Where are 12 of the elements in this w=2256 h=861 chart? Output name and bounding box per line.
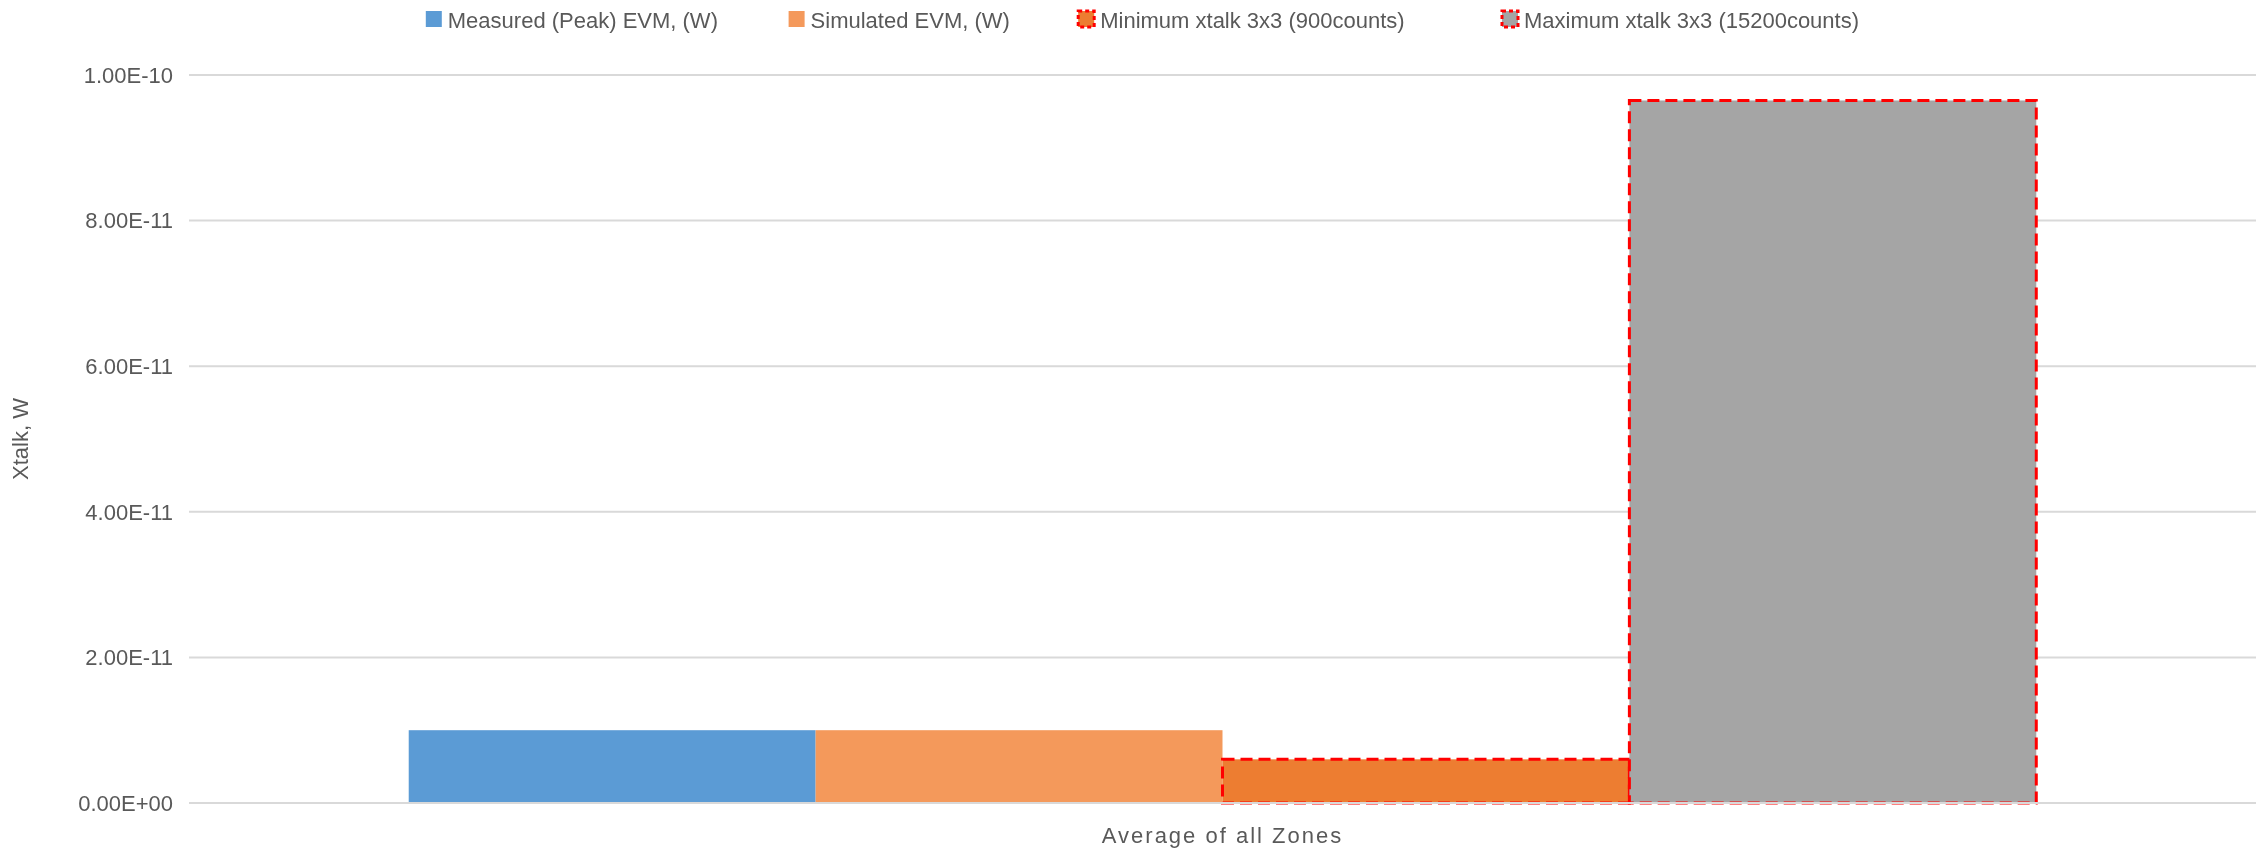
x-tick-label: Average of all Zones: [1101, 823, 1344, 848]
legend-label: Simulated EVM, (W): [810, 7, 1010, 33]
y-tick-label: 8.00E-11: [85, 208, 173, 234]
y-tick-label: 1.00E-10: [83, 62, 173, 88]
legend-label: Measured (Peak) EVM, (W): [447, 7, 718, 33]
y-tick-label: 0.00E+00: [78, 790, 173, 816]
legend-label: Maximum xtalk 3x3 (15200counts): [1524, 7, 1860, 33]
y-tick-label: 2.00E-11: [85, 645, 173, 671]
y-axis-title: Xtalk, W: [8, 397, 33, 480]
y-tick-label: 6.00E-11: [85, 353, 173, 379]
y-tick-label: 4.00E-11: [85, 499, 173, 525]
legend-label: Minimum xtalk 3x3 (900counts): [1100, 7, 1405, 33]
